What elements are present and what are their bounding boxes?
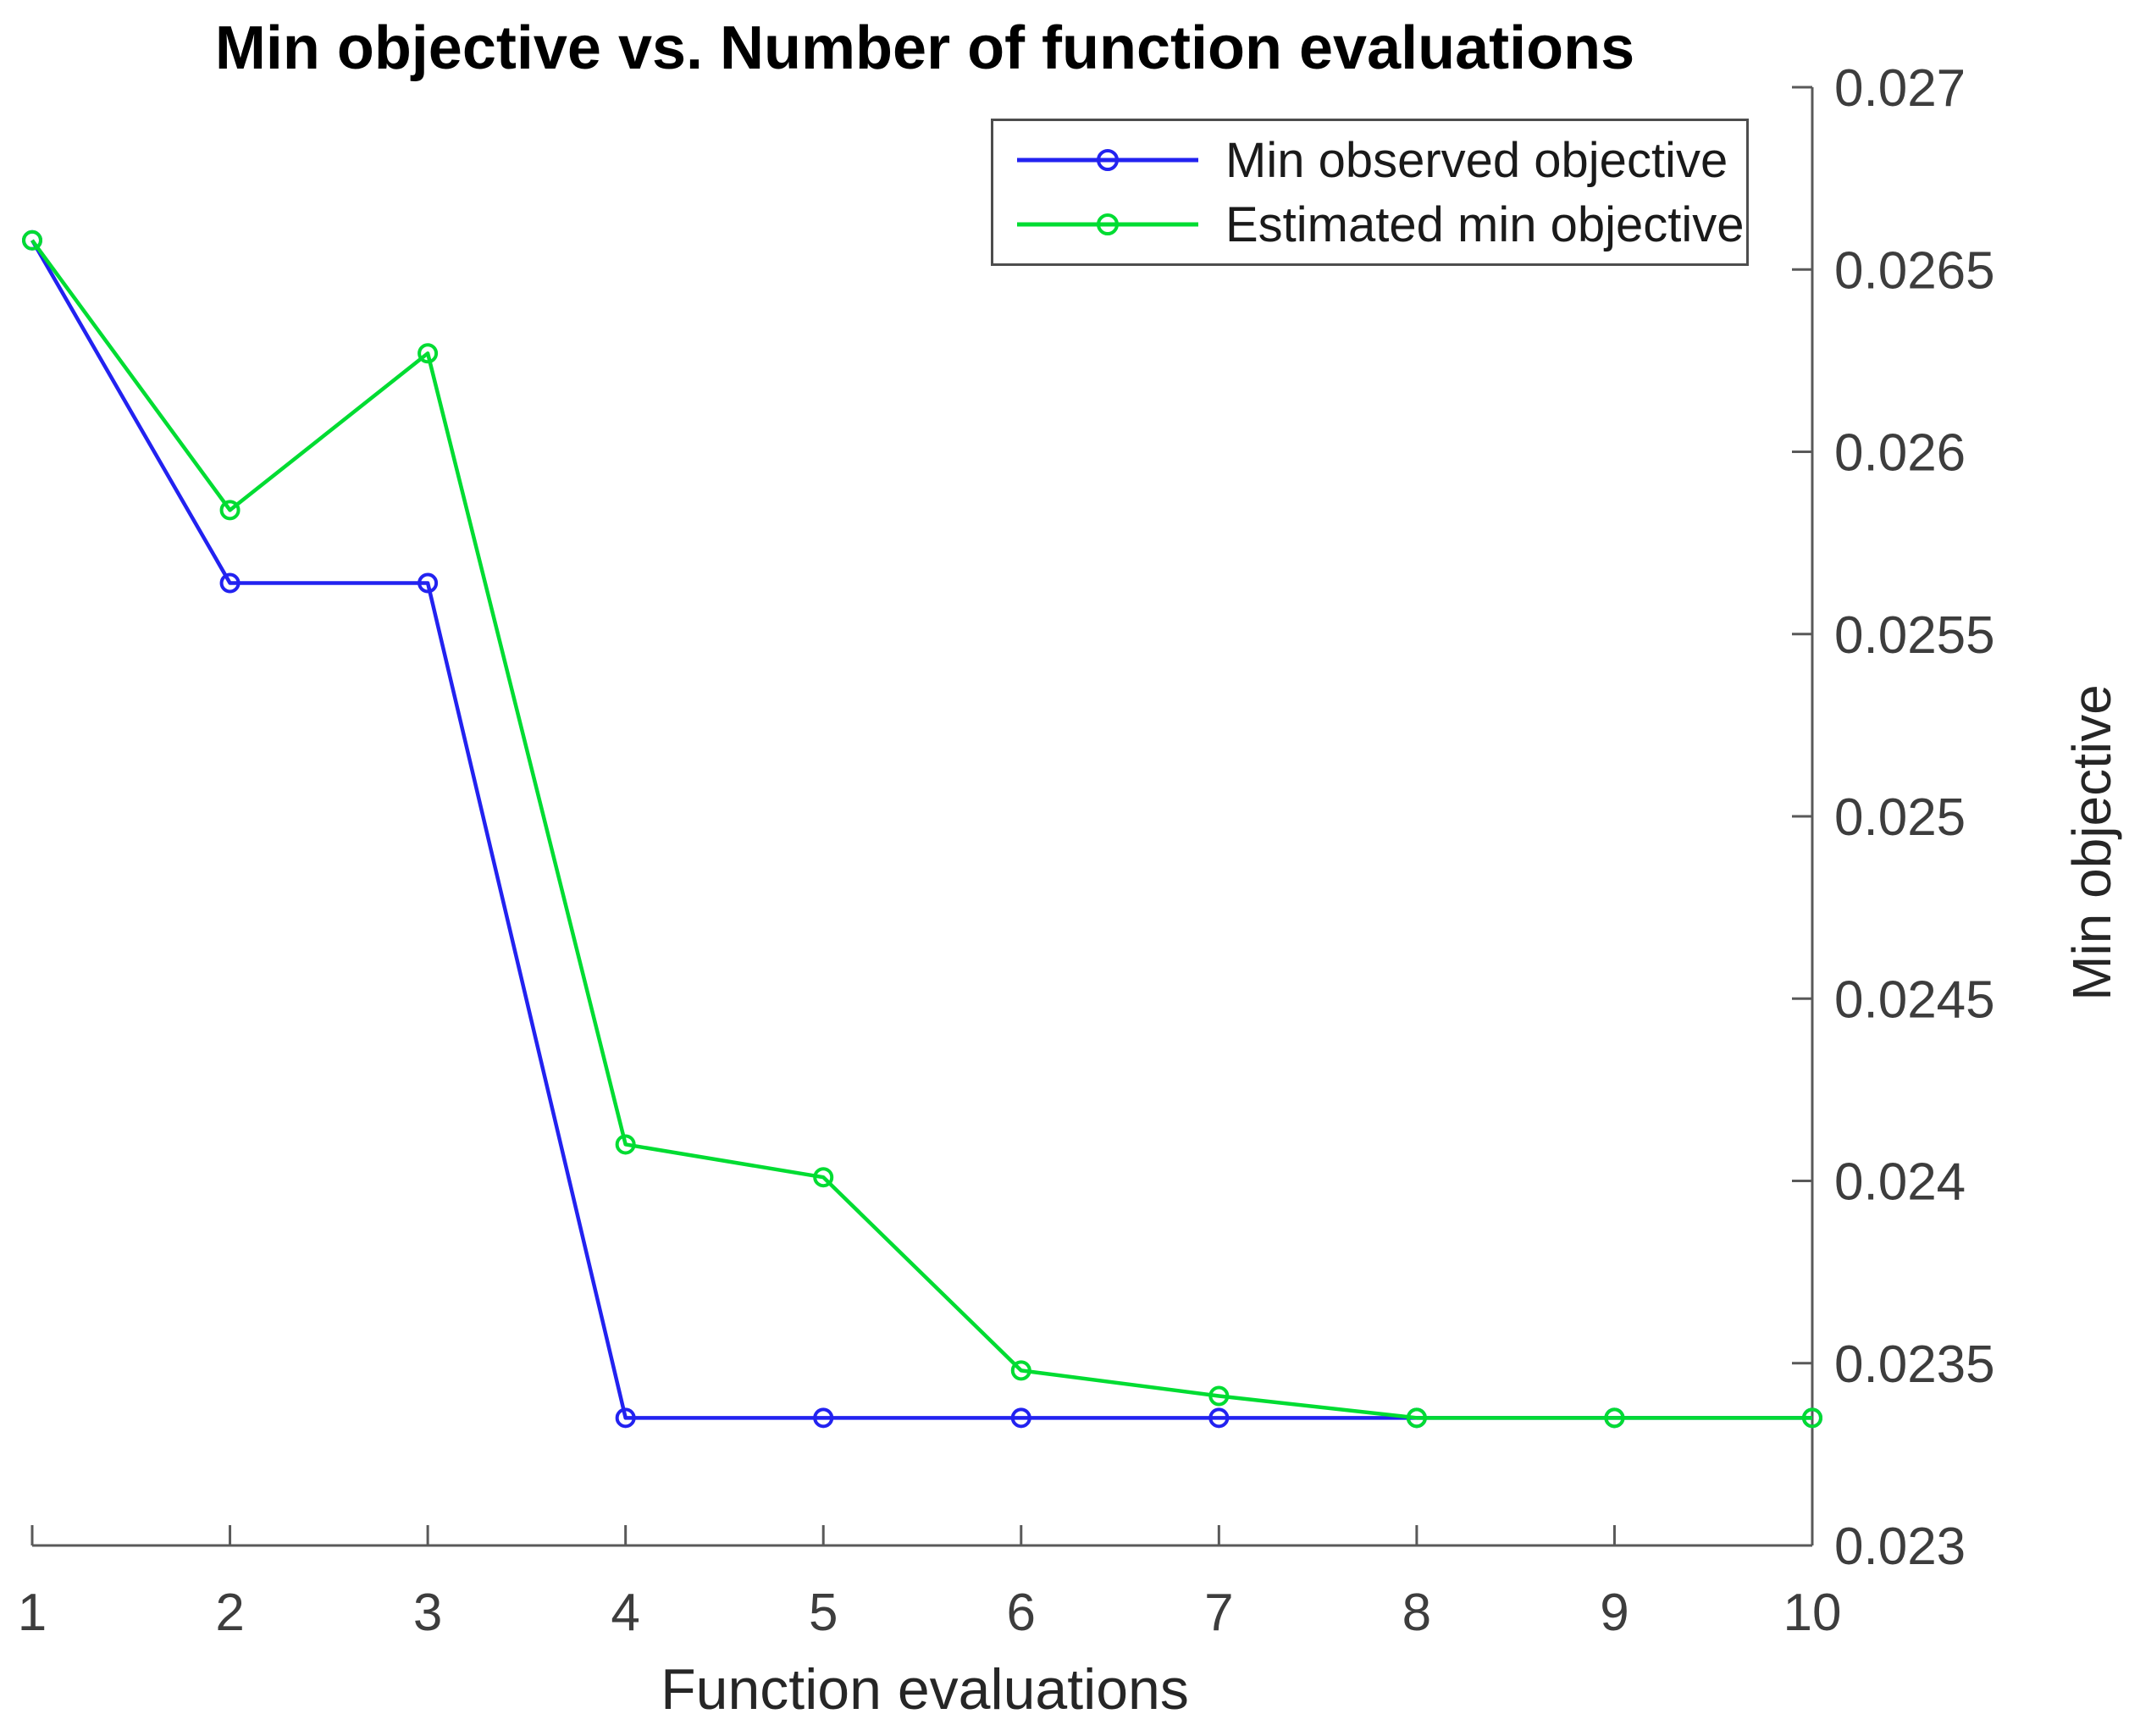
legend-box: Min observed objective Estimated min obj… <box>991 119 1749 266</box>
data-point-marker-estimated-min <box>1010 1360 1031 1381</box>
data-point-marker-min-observed <box>418 572 439 594</box>
legend-label-min-observed: Min observed objective <box>1225 132 1728 188</box>
y-tick-label: 0.0265 <box>1834 241 1995 300</box>
y-tick-label: 0.026 <box>1834 424 1966 483</box>
legend-sample-min-observed <box>1015 128 1200 192</box>
data-point-marker-min-observed <box>615 1407 636 1429</box>
series-line-estimated-min <box>30 239 1812 1420</box>
y-axis-label: Min objective <box>2061 684 2122 1001</box>
data-point-marker-estimated-min <box>418 343 439 364</box>
data-point-marker-estimated-min <box>1604 1407 1625 1429</box>
legend-label-estimated-min: Estimated min objective <box>1225 196 1745 252</box>
data-point-marker-estimated-min <box>615 1134 636 1155</box>
y-tick-label: 0.024 <box>1834 1153 1966 1212</box>
x-tick-label: 3 <box>413 1584 442 1642</box>
x-tick-label: 8 <box>1402 1584 1431 1642</box>
data-point-marker-estimated-min <box>219 500 241 521</box>
x-tick-label: 4 <box>611 1584 639 1642</box>
legend-marker-green <box>1097 213 1119 235</box>
x-tick-label: 6 <box>1007 1584 1036 1642</box>
data-point-marker-estimated-min <box>22 229 42 251</box>
data-point-marker-estimated-min <box>813 1167 834 1188</box>
y-tick-label: 0.025 <box>1834 788 1966 847</box>
y-tick-label: 0.0235 <box>1834 1335 1995 1394</box>
legend-item-estimated-min: Estimated min objective <box>1015 192 1746 257</box>
legend-item-min-observed: Min observed objective <box>1015 128 1746 192</box>
legend-marker-blue <box>1097 149 1119 171</box>
data-point-marker-estimated-min <box>1208 1385 1230 1407</box>
y-tick-label: 0.0255 <box>1834 606 1995 665</box>
series-line-min-observed <box>30 239 1812 1420</box>
legend-sample-estimated-min <box>1015 192 1200 257</box>
y-tick-label: 0.027 <box>1834 59 1966 118</box>
x-tick-label: 5 <box>809 1584 838 1642</box>
x-tick-label: 10 <box>1783 1584 1842 1642</box>
data-point-marker-min-observed <box>219 572 241 594</box>
x-tick-label: 2 <box>215 1584 244 1642</box>
data-point-marker-min-observed <box>1208 1407 1230 1429</box>
x-axis-label: Function evaluations <box>661 1657 1189 1722</box>
data-point-marker-estimated-min <box>1802 1407 1822 1429</box>
x-tick-label: 7 <box>1204 1584 1233 1642</box>
data-point-marker-min-observed <box>1010 1407 1031 1429</box>
y-tick-label: 0.023 <box>1834 1518 1966 1576</box>
chart-title: Min objective vs. Number of function eva… <box>214 14 1635 82</box>
x-tick-label: 1 <box>18 1584 47 1642</box>
data-point-marker-min-observed <box>813 1407 834 1429</box>
y-tick-label: 0.0245 <box>1834 970 1995 1029</box>
x-tick-label: 9 <box>1600 1584 1629 1642</box>
data-point-marker-estimated-min <box>1406 1407 1427 1429</box>
